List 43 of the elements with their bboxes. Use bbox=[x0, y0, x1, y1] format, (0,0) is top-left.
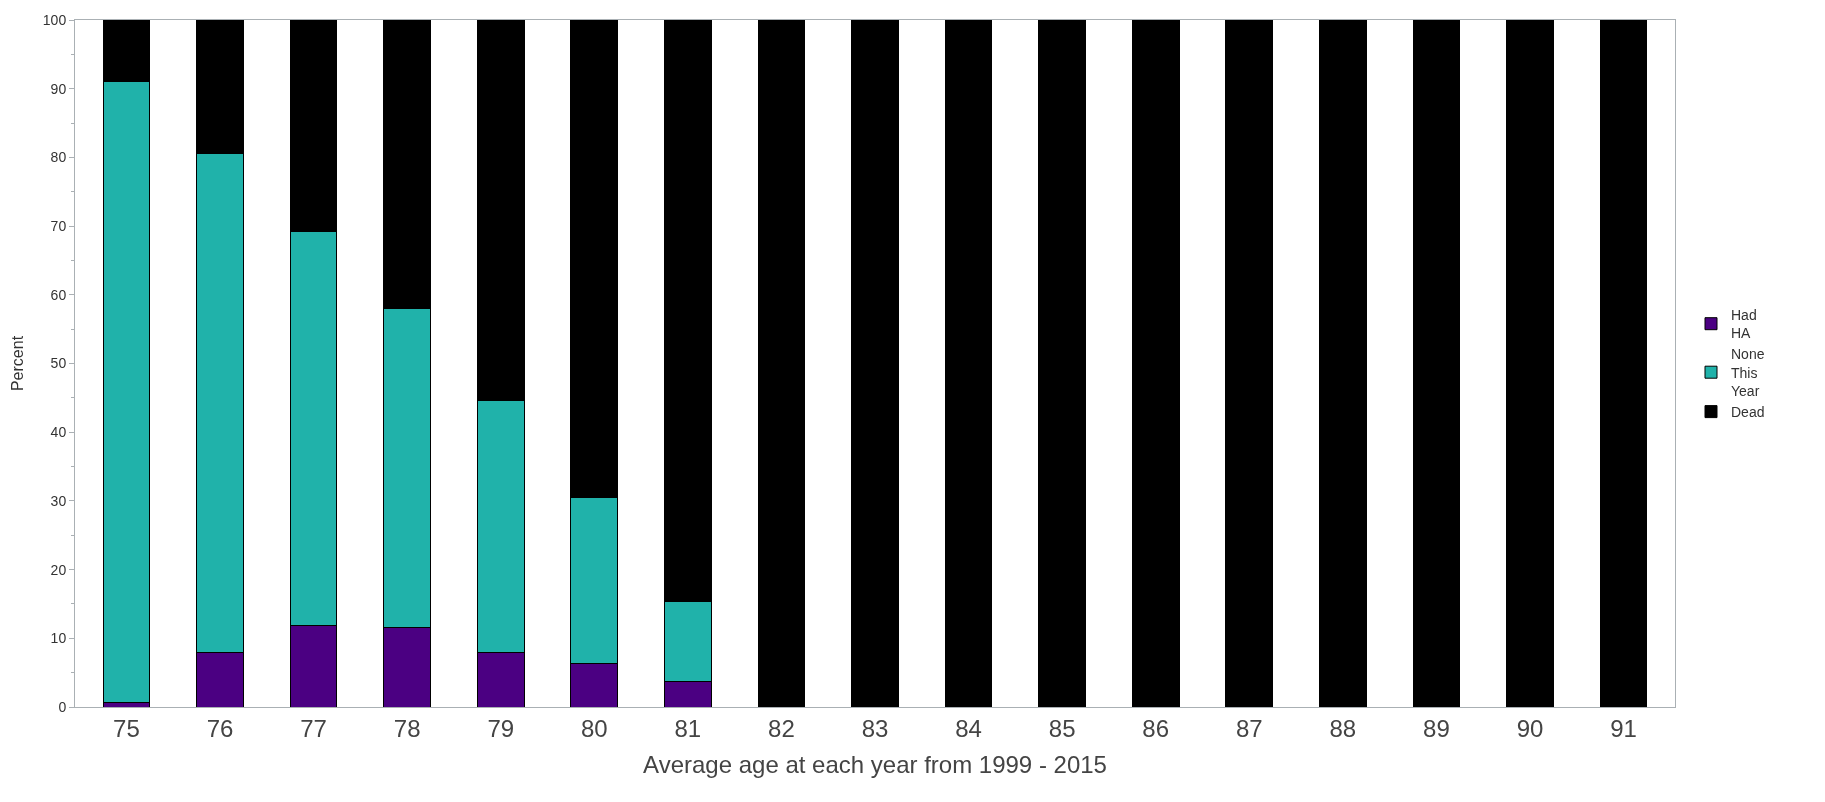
y-tick-label: 10 bbox=[50, 630, 67, 647]
y-tick-label: 50 bbox=[50, 355, 67, 372]
x-tick-label: 83 bbox=[861, 714, 889, 742]
bar bbox=[1506, 20, 1554, 707]
bar bbox=[757, 20, 806, 707]
y-tick-label: 80 bbox=[50, 149, 67, 166]
x-tick-label: 87 bbox=[1235, 714, 1263, 742]
y-axis-title: Percent bbox=[8, 335, 26, 392]
x-tick-label: 78 bbox=[393, 714, 421, 742]
bar bbox=[1318, 20, 1367, 707]
y-tick-label: 100 bbox=[42, 11, 67, 28]
bar bbox=[1599, 20, 1648, 707]
bar bbox=[944, 20, 993, 707]
x-tick-label: 76 bbox=[206, 714, 234, 742]
y-tick-label: 30 bbox=[50, 492, 67, 509]
y-tick-label: 20 bbox=[50, 561, 67, 578]
x-tick-label: 91 bbox=[1610, 714, 1637, 742]
x-tick-label: 88 bbox=[1329, 714, 1357, 742]
x-tick-label: 86 bbox=[1142, 714, 1170, 742]
y-tick-label: 40 bbox=[50, 424, 67, 441]
y-tick-label: 90 bbox=[50, 80, 67, 97]
bar bbox=[1412, 20, 1461, 707]
y-tick-label: 70 bbox=[50, 218, 67, 234]
x-tick-label: 81 bbox=[674, 714, 702, 742]
y-tick-label: 0 bbox=[58, 698, 67, 715]
x-tick-label: 90 bbox=[1516, 714, 1544, 742]
x-tick-label: 82 bbox=[768, 714, 795, 742]
x-tick-label: 89 bbox=[1423, 714, 1450, 742]
bar bbox=[851, 20, 899, 707]
legend-label: None This Year bbox=[1731, 346, 1765, 399]
x-tick-label: 75 bbox=[113, 714, 140, 742]
x-tick-label: 79 bbox=[487, 714, 515, 742]
x-tick-label: 85 bbox=[1048, 714, 1076, 742]
x-axis-title: Average age at each year from 1999 - 2015 bbox=[643, 751, 1107, 779]
legend-label: Had HA bbox=[1731, 307, 1757, 342]
x-tick-label: 84 bbox=[955, 714, 982, 742]
bar bbox=[1038, 20, 1087, 707]
bar bbox=[1225, 20, 1274, 707]
bar bbox=[1131, 20, 1180, 707]
y-tick-label: 60 bbox=[50, 286, 67, 303]
x-tick-label: 80 bbox=[580, 714, 608, 742]
x-tick-label: 77 bbox=[300, 714, 327, 742]
legend-label: Dead bbox=[1731, 404, 1765, 421]
